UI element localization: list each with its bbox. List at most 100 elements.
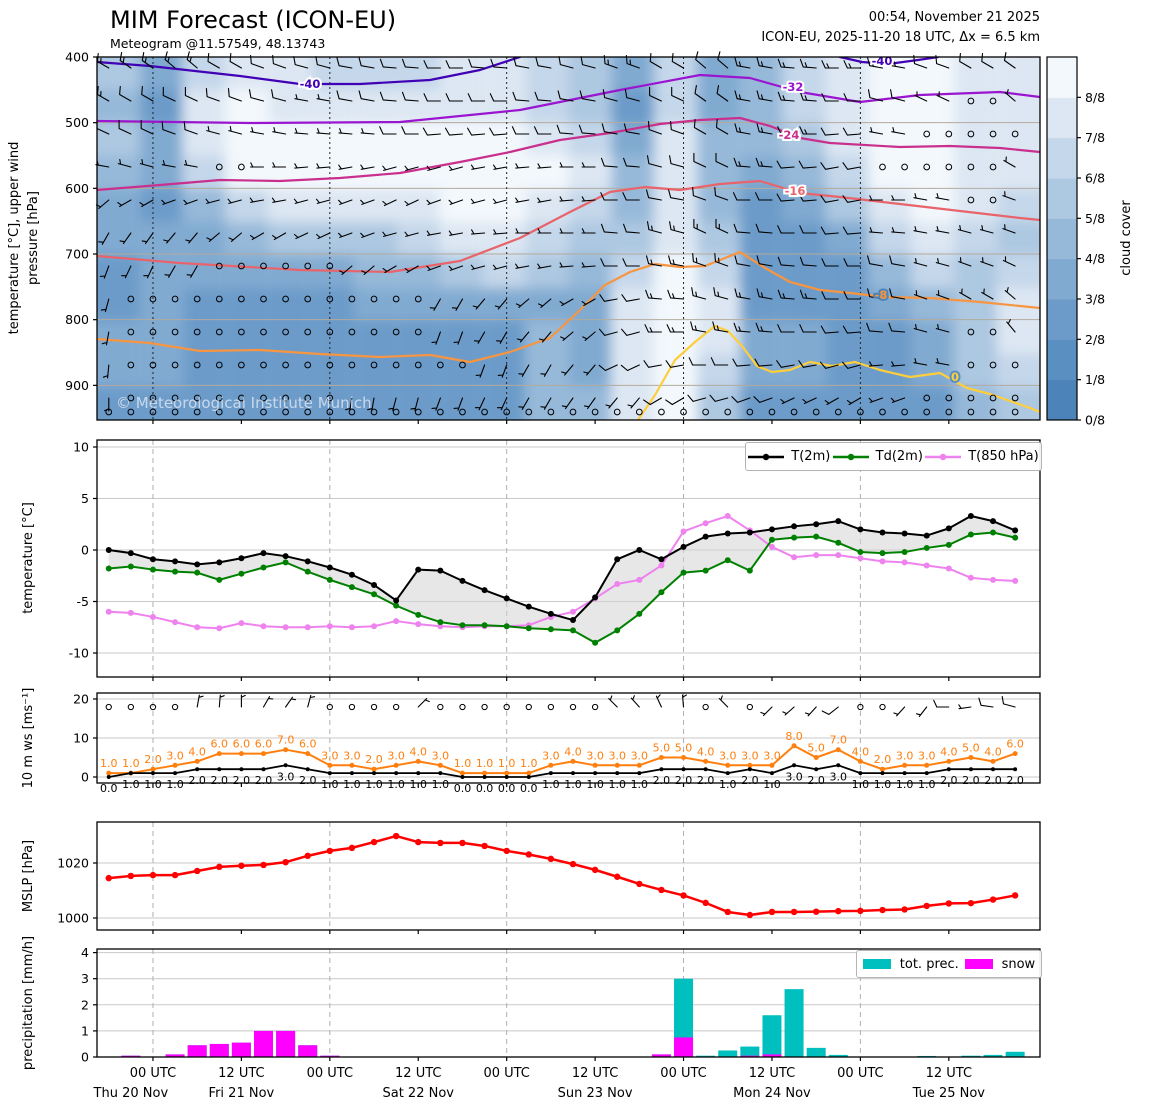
axis-label-cloud-cover: cloud cover bbox=[1119, 200, 1134, 276]
legend-item: T(2m) bbox=[748, 449, 830, 464]
svg-text:7.0: 7.0 bbox=[277, 734, 295, 747]
svg-text:6.0: 6.0 bbox=[1006, 738, 1024, 751]
svg-text:-40: -40 bbox=[872, 54, 893, 68]
svg-text:1.0: 1.0 bbox=[365, 778, 383, 791]
svg-text:1.0: 1.0 bbox=[343, 778, 361, 791]
watermark: © Meteorological Institute Munich bbox=[116, 394, 372, 412]
svg-text:3.0: 3.0 bbox=[387, 749, 405, 762]
svg-text:1.0: 1.0 bbox=[918, 778, 936, 791]
p4-gridlines bbox=[97, 822, 1040, 930]
svg-text:4.0: 4.0 bbox=[940, 745, 958, 758]
legend-rect-swatch bbox=[964, 959, 993, 969]
svg-text:2.0: 2.0 bbox=[807, 774, 825, 787]
precipitation-bars bbox=[121, 978, 1025, 1057]
svg-text:2.0: 2.0 bbox=[675, 774, 693, 787]
svg-text:4/8: 4/8 bbox=[1085, 251, 1105, 266]
svg-text:2.0: 2.0 bbox=[144, 753, 162, 766]
svg-text:2.0: 2.0 bbox=[365, 753, 383, 766]
svg-text:1.0: 1.0 bbox=[498, 757, 516, 770]
svg-text:4.0: 4.0 bbox=[409, 745, 427, 758]
svg-text:2.0: 2.0 bbox=[233, 774, 251, 787]
upper-wind-barbs bbox=[95, 51, 1019, 416]
svg-text:7.0: 7.0 bbox=[830, 734, 848, 747]
svg-text:1/8: 1/8 bbox=[1085, 372, 1105, 387]
svg-text:2.0: 2.0 bbox=[1006, 774, 1024, 787]
svg-text:2.0: 2.0 bbox=[211, 774, 229, 787]
temp-legend: T(2m) Td(2m) T(850 hPa) bbox=[745, 442, 1042, 471]
svg-text:3.0: 3.0 bbox=[586, 749, 604, 762]
mslp-line bbox=[105, 832, 1019, 919]
legend-line-swatch bbox=[832, 453, 869, 460]
svg-text:900: 900 bbox=[65, 378, 89, 393]
t2m-line bbox=[105, 513, 1019, 624]
svg-text:1.0: 1.0 bbox=[719, 778, 737, 791]
svg-text:3.0: 3.0 bbox=[785, 770, 803, 783]
precip-legend: tot. prec. snow bbox=[856, 950, 1042, 978]
svg-text:20: 20 bbox=[73, 692, 89, 707]
svg-text:2.0: 2.0 bbox=[653, 774, 671, 787]
svg-text:4.0: 4.0 bbox=[188, 745, 206, 758]
svg-text:3.0: 3.0 bbox=[542, 749, 560, 762]
svg-text:700: 700 bbox=[65, 247, 89, 262]
model-info: ICON-EU, 2025-11-20 18 UTC, Δx = 6.5 km bbox=[761, 30, 1040, 45]
svg-text:7/8: 7/8 bbox=[1085, 130, 1105, 145]
svg-text:1.0: 1.0 bbox=[166, 778, 184, 791]
svg-text:0/8: 0/8 bbox=[1085, 413, 1105, 428]
svg-text:0.0: 0.0 bbox=[454, 782, 472, 795]
axis-label-precipitation: precipitation [mm/h] bbox=[21, 935, 36, 1071]
svg-text:3.0: 3.0 bbox=[719, 749, 737, 762]
svg-text:2/8: 2/8 bbox=[1085, 332, 1105, 347]
svg-text:0: 0 bbox=[81, 1050, 89, 1065]
svg-text:3/8: 3/8 bbox=[1085, 292, 1105, 307]
svg-text:5.0: 5.0 bbox=[653, 742, 671, 755]
svg-text:0.0: 0.0 bbox=[100, 782, 118, 795]
svg-text:800: 800 bbox=[65, 312, 89, 327]
svg-text:6/8: 6/8 bbox=[1085, 171, 1105, 186]
svg-text:3.0: 3.0 bbox=[918, 749, 936, 762]
svg-text:1.0: 1.0 bbox=[100, 757, 118, 770]
surface-wind-barbs bbox=[105, 694, 1016, 718]
svg-text:1.0: 1.0 bbox=[454, 757, 472, 770]
svg-text:12 UTC: 12 UTC bbox=[749, 1066, 795, 1081]
svg-text:4.0: 4.0 bbox=[852, 745, 870, 758]
svg-text:6.0: 6.0 bbox=[299, 738, 317, 751]
svg-text:12 UTC: 12 UTC bbox=[395, 1066, 441, 1081]
svg-text:1.0: 1.0 bbox=[432, 778, 450, 791]
run-info: 00:54, November 21 2025 ICON-EU, 2025-11… bbox=[761, 8, 1040, 48]
svg-text:3.0: 3.0 bbox=[432, 749, 450, 762]
svg-text:600: 600 bbox=[65, 181, 89, 196]
svg-text:2.0: 2.0 bbox=[741, 774, 759, 787]
svg-text:10: 10 bbox=[73, 440, 89, 455]
svg-text:2.0: 2.0 bbox=[874, 753, 892, 766]
svg-text:Sat 22 Nov: Sat 22 Nov bbox=[382, 1086, 454, 1101]
legend-line-swatch bbox=[925, 453, 962, 460]
p1-gridlines bbox=[97, 57, 1040, 420]
svg-text:1.0: 1.0 bbox=[122, 757, 140, 770]
svg-text:-5: -5 bbox=[77, 594, 89, 609]
svg-text:1.0: 1.0 bbox=[608, 778, 626, 791]
svg-text:2.0: 2.0 bbox=[984, 774, 1002, 787]
svg-text:3.0: 3.0 bbox=[741, 749, 759, 762]
svg-text:1.0: 1.0 bbox=[520, 757, 538, 770]
svg-text:3.0: 3.0 bbox=[830, 770, 848, 783]
svg-text:5: 5 bbox=[81, 491, 89, 506]
svg-text:3.0: 3.0 bbox=[321, 749, 339, 762]
svg-text:2.0: 2.0 bbox=[299, 774, 317, 787]
svg-text:1.0: 1.0 bbox=[631, 778, 649, 791]
svg-text:1.0: 1.0 bbox=[122, 778, 140, 791]
svg-text:5.0: 5.0 bbox=[962, 742, 980, 755]
svg-text:1.0: 1.0 bbox=[564, 778, 582, 791]
svg-text:3.0: 3.0 bbox=[763, 749, 781, 762]
svg-text:0.0: 0.0 bbox=[498, 782, 516, 795]
svg-text:Thu 20 Nov: Thu 20 Nov bbox=[93, 1086, 169, 1101]
page-subtitle: Meteogram @11.57549, 48.13743 bbox=[110, 36, 326, 51]
svg-text:3.0: 3.0 bbox=[166, 749, 184, 762]
svg-text:1.0: 1.0 bbox=[874, 778, 892, 791]
svg-text:00 UTC: 00 UTC bbox=[130, 1066, 176, 1081]
svg-text:3.0: 3.0 bbox=[343, 749, 361, 762]
svg-text:12 UTC: 12 UTC bbox=[572, 1066, 618, 1081]
legend-item: T(850 hPa) bbox=[925, 449, 1039, 464]
page-title: MIM Forecast (ICON-EU) bbox=[110, 6, 397, 34]
svg-text:3.0: 3.0 bbox=[631, 749, 649, 762]
svg-text:Fri 21 Nov: Fri 21 Nov bbox=[209, 1086, 275, 1101]
